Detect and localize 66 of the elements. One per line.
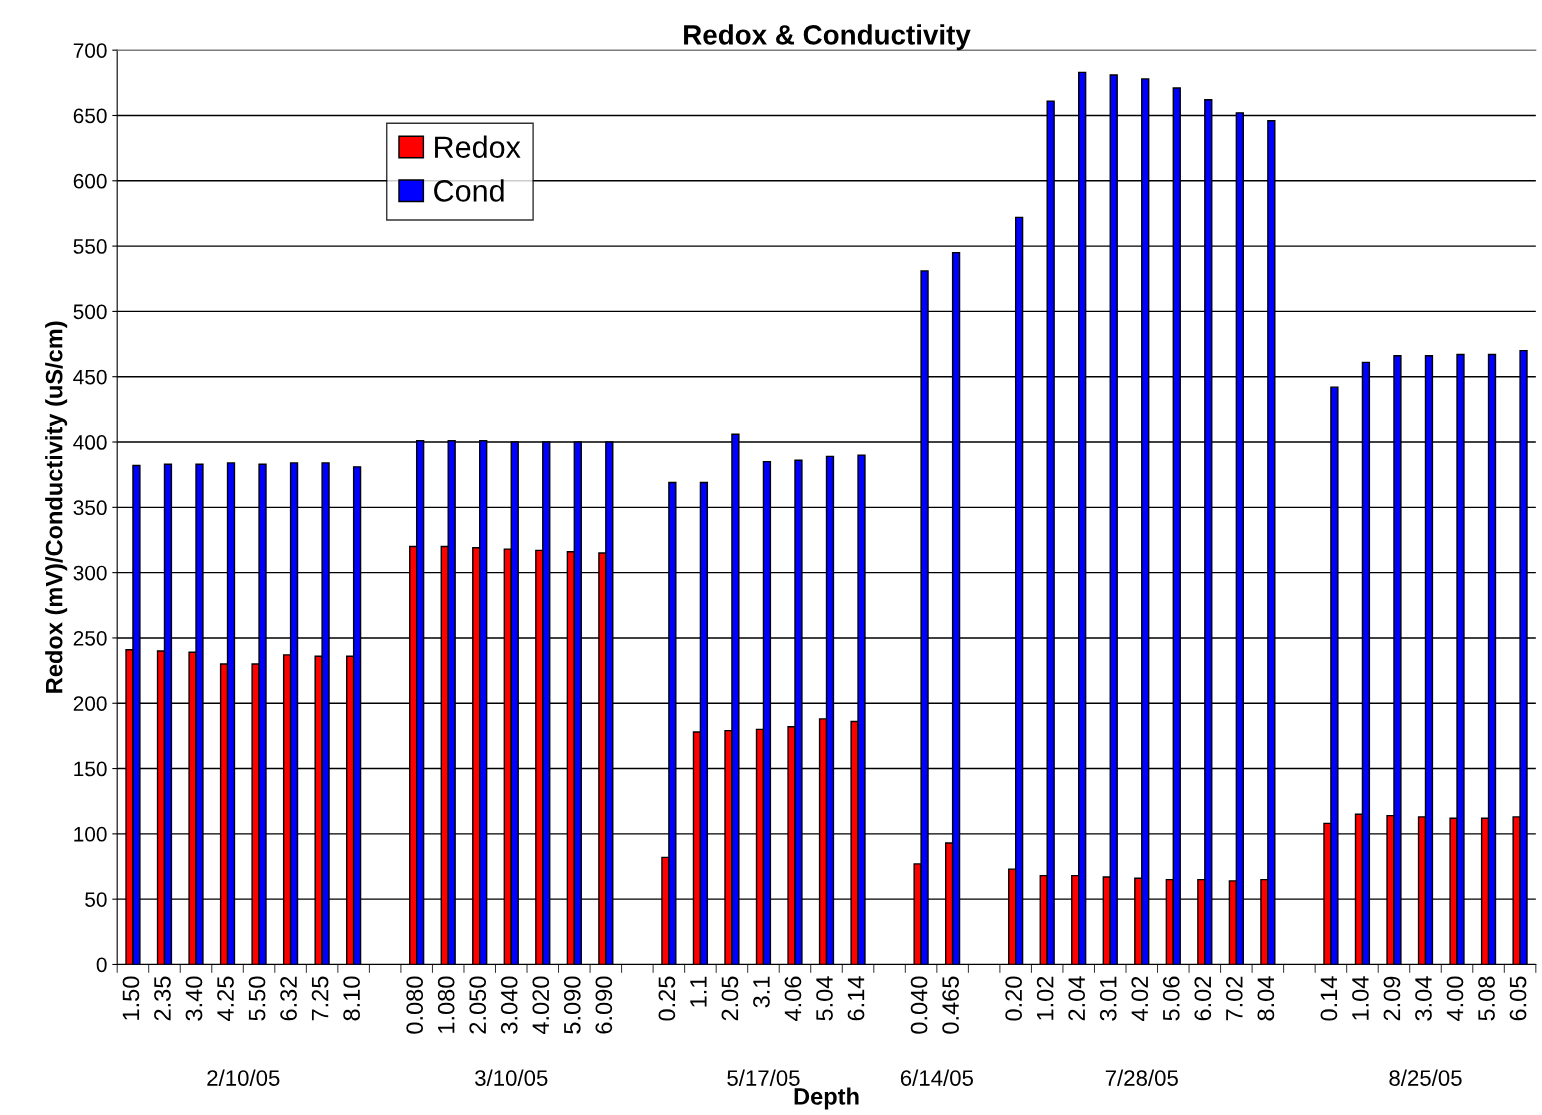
- x-tick-label: 2.09: [1383, 976, 1401, 1021]
- legend-label: Cond: [434, 179, 504, 202]
- y-tick-label: 400: [73, 435, 107, 450]
- x-tick-label: 4.00: [1446, 976, 1464, 1021]
- y-tick-label: 50: [85, 892, 107, 907]
- x-tick-label: 4.06: [784, 976, 802, 1021]
- x-tick-label: 8.10: [343, 976, 360, 1021]
- y-tick-label: 200: [73, 696, 107, 711]
- text: 2/10/05: [207, 1069, 280, 1086]
- y-tick-label: 150: [74, 761, 107, 777]
- x-tick-label: 4.25: [217, 976, 234, 1021]
- x-tick-label: 2.05: [721, 976, 739, 1021]
- x-tick-label: 7.25: [311, 976, 329, 1021]
- text: 3/10/05: [475, 1069, 548, 1086]
- x-tick-label: 1.080: [437, 976, 455, 1033]
- x-tick-label: 8.04: [1257, 976, 1275, 1021]
- x-tick-label: 5.08: [1478, 976, 1495, 1021]
- text: 8/25/05: [1389, 1069, 1462, 1086]
- x-tick-label: 5.50: [248, 976, 266, 1021]
- x-tick-label: 5.06: [1162, 976, 1180, 1021]
- x-tick-label: 2.04: [1068, 976, 1086, 1021]
- x-tick-label: 3.01: [1099, 976, 1117, 1021]
- y-tick-label: 700: [73, 43, 107, 58]
- x-tick-label: 0.080: [406, 976, 424, 1034]
- y-tick-label: 600: [73, 173, 107, 189]
- x-tick-label: 2.050: [469, 976, 487, 1034]
- y-tick-label: 0: [96, 957, 107, 973]
- x-tick-label: 6.05: [1509, 976, 1527, 1021]
- y-tick-label: 300: [73, 565, 107, 581]
- y-tick-label: 450: [73, 369, 107, 385]
- x-tick-label: 2.35: [154, 976, 171, 1021]
- x-tick-label: 3.04: [1415, 976, 1432, 1021]
- x-tick-label: 5.090: [563, 976, 581, 1034]
- x-tick-label: 1.1: [690, 976, 707, 1007]
- x-tick-label: 0.14: [1320, 976, 1338, 1021]
- x-tick-label: 6.14: [847, 976, 865, 1021]
- x-tick-label: 4.02: [1131, 976, 1149, 1021]
- y-tick-label: 650: [73, 108, 107, 124]
- x-tick-label: 0.25: [658, 976, 676, 1021]
- text: 7/28/05: [1105, 1069, 1178, 1086]
- x-tick-label: 0.20: [1005, 976, 1022, 1021]
- x-tick-label: 3.040: [500, 976, 518, 1034]
- x-tick-label: 4.020: [532, 976, 550, 1035]
- x-axis-title: Depth: [794, 1087, 859, 1110]
- x-tick-label: 1.04: [1352, 976, 1369, 1020]
- x-tick-label: 3.40: [185, 976, 203, 1021]
- x-tick-label: 7.02: [1225, 976, 1243, 1021]
- x-tick-label: 6.32: [280, 976, 297, 1021]
- x-tick-label: 6.090: [595, 976, 613, 1034]
- x-tick-label: 0.465: [942, 976, 959, 1034]
- text: 5/17/05: [727, 1069, 800, 1086]
- x-tick-label: 1.50: [122, 976, 140, 1020]
- y-tick-label: 500: [73, 304, 107, 320]
- chart-title: Redox & Conductivity: [684, 24, 971, 51]
- y-tick-label: 350: [73, 500, 107, 516]
- legend-label: Redox: [435, 135, 521, 158]
- y-tick-label: 250: [73, 630, 107, 646]
- x-tick-label: 3.1: [753, 976, 770, 1008]
- y-axis-title: Redox (mV)/Conductivity (uS/cm): [45, 321, 68, 693]
- x-tick-label: 1.02: [1036, 976, 1054, 1020]
- y-tick-label: 100: [74, 826, 107, 842]
- x-tick-label: 6.02: [1194, 976, 1212, 1021]
- x-tick-label: 0.040: [910, 976, 928, 1034]
- y-tick-label: 550: [73, 239, 107, 254]
- text: 6/14/05: [900, 1069, 973, 1086]
- x-tick-label: 5.04: [816, 976, 833, 1021]
